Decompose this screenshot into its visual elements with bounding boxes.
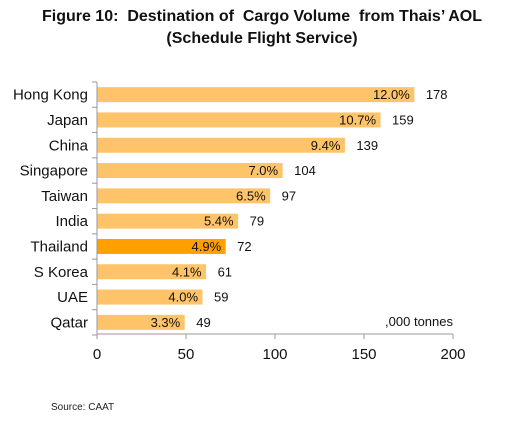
category-label: Japan bbox=[47, 112, 88, 129]
percent-label: 9.4% bbox=[311, 138, 341, 153]
category-label: S Korea bbox=[34, 264, 89, 281]
source-note: Source: CAAT bbox=[51, 402, 115, 413]
value-label: 97 bbox=[282, 188, 296, 203]
bar bbox=[97, 112, 381, 128]
bar bbox=[97, 163, 283, 179]
percent-label: 4.1% bbox=[172, 264, 202, 279]
value-label: 159 bbox=[392, 112, 414, 127]
bar bbox=[97, 188, 271, 204]
percent-label: 4.9% bbox=[192, 239, 222, 254]
category-label: Qatar bbox=[50, 314, 88, 331]
value-label: 178 bbox=[426, 87, 448, 102]
bar bbox=[97, 314, 185, 330]
x-tick-label: 100 bbox=[262, 346, 287, 363]
bar bbox=[97, 238, 226, 254]
category-label: Taiwan bbox=[41, 188, 88, 205]
value-label: 72 bbox=[237, 239, 251, 254]
bar bbox=[97, 137, 345, 153]
chart-title: Figure 10: Destination of Cargo Volume f… bbox=[0, 6, 524, 50]
x-tick-label: 200 bbox=[440, 346, 465, 363]
category-label: UAE bbox=[57, 289, 88, 306]
value-label: 49 bbox=[196, 315, 210, 330]
value-label: 139 bbox=[356, 138, 378, 153]
value-label: 61 bbox=[218, 264, 232, 279]
percent-label: 6.5% bbox=[236, 188, 266, 203]
percent-label: 10.7% bbox=[339, 112, 376, 127]
x-tick-label: 0 bbox=[93, 346, 101, 363]
percent-label: 5.4% bbox=[204, 214, 234, 229]
category-label: Singapore bbox=[20, 163, 88, 180]
chart-title-line-2: (Schedule Flight Service) bbox=[166, 30, 358, 47]
category-label: China bbox=[49, 137, 89, 154]
x-tick-label: 150 bbox=[351, 346, 376, 363]
bar bbox=[97, 87, 415, 103]
unit-label: ,000 tonnes bbox=[385, 314, 453, 329]
bar bbox=[97, 289, 203, 305]
bar bbox=[97, 213, 239, 229]
category-label: Hong Kong bbox=[13, 87, 88, 104]
x-tick-label: 50 bbox=[178, 346, 195, 363]
bar bbox=[97, 264, 207, 280]
category-label: Thailand bbox=[30, 238, 88, 255]
chart-title-line-1: Figure 10: Destination of Cargo Volume f… bbox=[41, 8, 483, 25]
percent-label: 3.3% bbox=[151, 315, 181, 330]
value-label: 104 bbox=[294, 163, 316, 178]
percent-label: 12.0% bbox=[373, 87, 410, 102]
category-label: India bbox=[55, 213, 88, 230]
value-label: 79 bbox=[250, 214, 264, 229]
percent-label: 4.0% bbox=[168, 290, 198, 305]
value-label: 59 bbox=[214, 290, 228, 305]
percent-label: 7.0% bbox=[248, 163, 278, 178]
